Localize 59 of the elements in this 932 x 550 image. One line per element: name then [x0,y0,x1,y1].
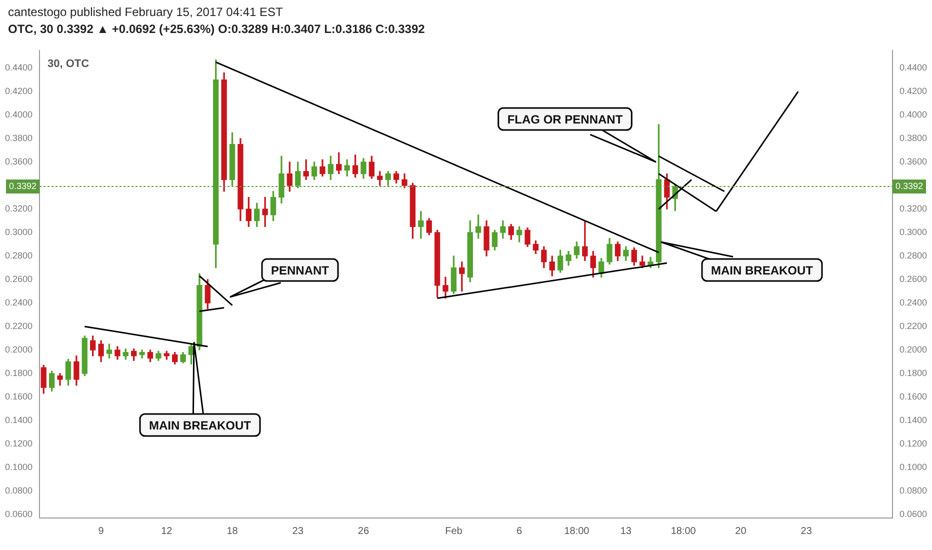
x-tick-label: 6 [516,526,523,537]
x-tick-label: 23 [292,526,304,537]
annotation: MAIN BREAKOUT [149,418,252,432]
x-tick-label: 18:00 [670,526,696,537]
x-tick-label: 12 [161,526,173,537]
text: 0.3392 [895,180,924,191]
y2-tick-label: 0.2400 [899,297,928,308]
y-tick-label: 0.1800 [4,368,33,378]
annotation: MAIN BREAKOUT [711,263,814,278]
x-tick-label: 18 [226,526,238,537]
y-tick-label: 0.3200 [4,203,33,214]
y2-tick-label: 0.1400 [899,414,928,425]
y-tick-label: 0.2800 [4,250,33,260]
y-tick-label: 0.4200 [4,86,33,96]
x-tick-label: 23 [800,526,812,537]
y2-tick-label: 0.1800 [899,368,928,378]
y-tick-label: 0.3800 [4,133,33,143]
text: cantestogo published February 15, 2017 04:41 EST [8,4,284,21]
y-tick-label: 0.0600 [4,508,33,519]
y2-tick-label: 0.3800 [899,133,928,143]
y-tick-label: 0.2400 [4,297,33,308]
y2-tick-label: 0.0600 [899,508,928,519]
y-tick-label: 0.3000 [4,226,33,237]
x-tick-label: 18:00 [564,526,590,537]
y-tick-label: 0.1000 [4,462,33,472]
x-tick-label: Feb [445,526,463,537]
y-tick-label: 0.0800 [4,485,33,496]
text: 30, OTC [48,58,90,70]
y2-tick-label: 0.1000 [899,462,928,472]
y2-tick-label: 0.4000 [899,110,928,120]
y2-tick-label: 0.2000 [899,344,928,354]
x-tick-label: 13 [620,526,632,537]
annotation: PENNANT [270,263,330,278]
y-tick-label: 0.2600 [4,274,33,284]
annotation: FLAG OR PENNANT [507,112,624,126]
y2-tick-label: 0.4400 [899,62,928,73]
text: OTC, 30 0.3392 ▲ +0.0692 (+25.63%) O:0.3289 H:0.3407 L:0.3186 C:0.3392 [8,21,426,38]
y-tick-label: 0.4000 [4,110,33,120]
y-tick-label: 0.1400 [4,414,33,425]
y2-tick-label: 0.2600 [899,274,928,284]
y-tick-label: 0.3600 [4,156,33,166]
y2-tick-label: 0.1200 [899,438,928,448]
ref-line-label: 0.3392 [9,180,37,191]
y-tick-label: 0.1200 [4,438,33,448]
y2-tick-label: 0.3600 [899,156,928,166]
y2-tick-label: 0.1600 [899,391,928,402]
y2-tick-label: 0.3000 [899,226,928,237]
x-tick-label: 20 [735,526,747,537]
y-tick-label: 0.1600 [4,391,33,402]
y-tick-label: 0.2200 [4,320,33,331]
y2-tick-label: 0.4200 [899,86,928,96]
y2-tick-label: 0.2200 [899,320,928,331]
y2-tick-label: 0.3200 [899,203,928,214]
y2-tick-label: 0.0800 [899,485,928,496]
x-tick-label: 9 [98,526,104,537]
y2-tick-label: 0.2800 [899,250,928,260]
y-tick-label: 0.4400 [4,62,33,73]
x-tick-label: 26 [358,526,370,537]
y-tick-label: 0.2000 [4,344,33,354]
